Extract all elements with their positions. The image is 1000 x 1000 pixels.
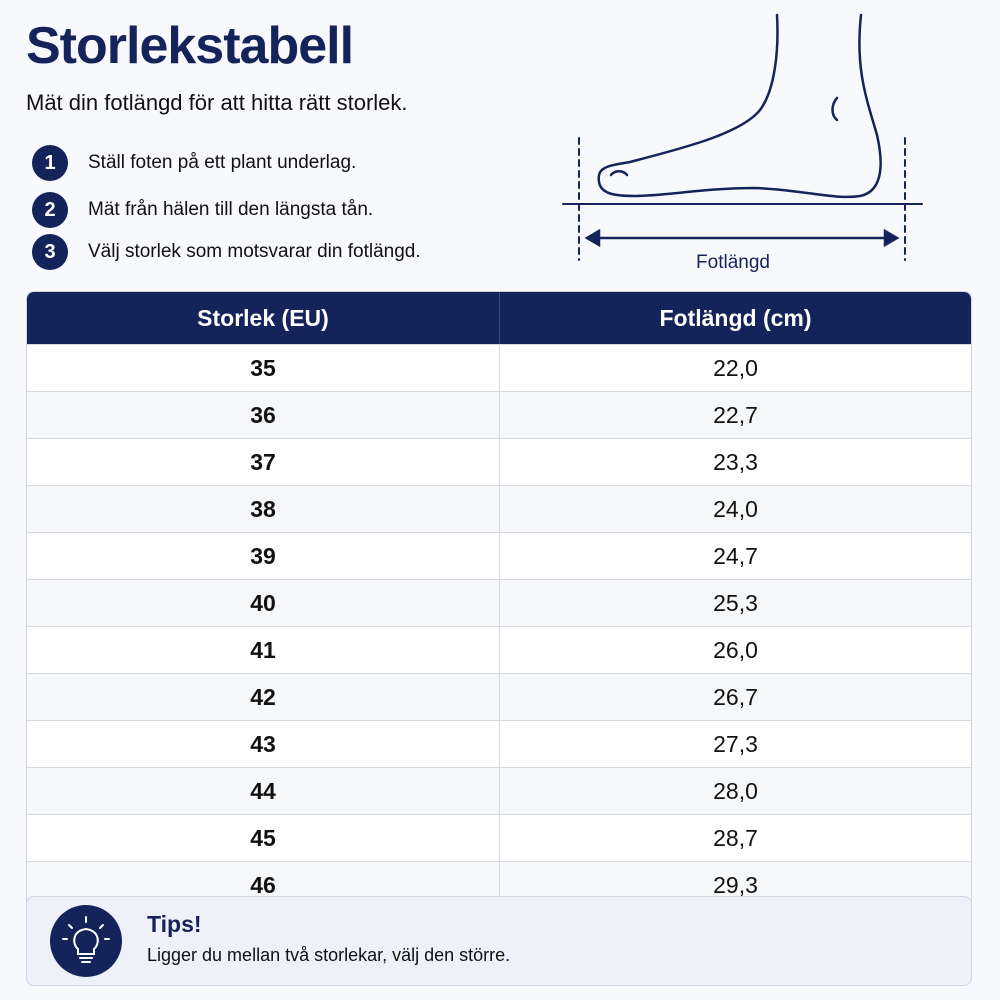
ankle <box>831 96 839 122</box>
arrow-heads <box>584 228 900 248</box>
length-cell: 24,0 <box>499 485 971 532</box>
column-header: Storlek (EU) <box>27 292 499 344</box>
size-cell: 35 <box>27 344 499 391</box>
tip-box: Tips! Ligger du mellan två storlekar, vä… <box>26 896 972 986</box>
subtitle: Mät din fotlängd för att hitta rätt stor… <box>26 90 408 115</box>
size-cell: 44 <box>27 767 499 814</box>
step: 3 Välj storlek som motsvarar din fotlängd… <box>32 234 421 270</box>
illustration-label: Fotlängd <box>696 252 770 273</box>
size-cell: 39 <box>27 532 499 579</box>
length-cell: 28,7 <box>499 814 971 861</box>
tip-text: Ligger du mellan två storlekar, välj den… <box>147 945 511 965</box>
step-text: Ställ foten på ett plant underlag. <box>88 152 357 173</box>
foot-outline <box>597 13 882 199</box>
size-table: Storlek (EU) Fotlängd (cm) 35 22,0 36 22,7 3… <box>26 291 972 909</box>
table-row: 43 27,3 <box>27 720 971 767</box>
length-cell: 23,3 <box>499 438 971 485</box>
size-cell: 45 <box>27 814 499 861</box>
size-cell: 40 <box>27 579 499 626</box>
step-number: 3 <box>32 234 68 270</box>
length-cell: 25,3 <box>499 579 971 626</box>
table-row: 37 23,3 <box>27 438 971 485</box>
size-cell: 41 <box>27 626 499 673</box>
length-cell: 28,0 <box>499 767 971 814</box>
length-cell: 24,7 <box>499 532 971 579</box>
header-row: Storlek (EU) Fotlängd (cm) <box>27 292 971 344</box>
title: Storlekstabell <box>26 17 354 75</box>
size-cell: 36 <box>27 391 499 438</box>
length-cell: 26,7 <box>499 673 971 720</box>
table-row: 35 22,0 <box>27 344 971 391</box>
table-row: 39 24,7 <box>27 532 971 579</box>
length-cell: 26,0 <box>499 626 971 673</box>
size-cell: 43 <box>27 720 499 767</box>
column-header: Fotlängd (cm) <box>499 292 971 344</box>
length-cell: 27,3 <box>499 720 971 767</box>
step-text: Välj storlek som motsvarar din fotlängd. <box>88 241 421 262</box>
step-number: 1 <box>32 145 68 181</box>
step: 2 Mät från hälen till den längsta tån. <box>32 192 373 228</box>
toe <box>609 170 629 177</box>
table-row: 38 24,0 <box>27 485 971 532</box>
table-row: 45 28,7 <box>27 814 971 861</box>
step: 1 Ställ foten på ett plant underlag. <box>32 145 356 181</box>
lightbulb-icon <box>50 905 122 977</box>
table-row: 36 22,7 <box>27 391 971 438</box>
table-row: 44 28,0 <box>27 767 971 814</box>
size-cell: 38 <box>27 485 499 532</box>
length-cell: 22,0 <box>499 344 971 391</box>
step-number: 2 <box>32 192 68 228</box>
foot-illustration: Fotlängd <box>562 13 923 273</box>
table-row: 41 26,0 <box>27 626 971 673</box>
table-row: 42 26,7 <box>27 673 971 720</box>
length-cell: 22,7 <box>499 391 971 438</box>
size-cell: 37 <box>27 438 499 485</box>
tip-title: Tips! <box>147 911 202 937</box>
size-cell: 42 <box>27 673 499 720</box>
table-row: 40 25,3 <box>27 579 971 626</box>
step-text: Mät från hälen till den längsta tån. <box>88 199 374 220</box>
